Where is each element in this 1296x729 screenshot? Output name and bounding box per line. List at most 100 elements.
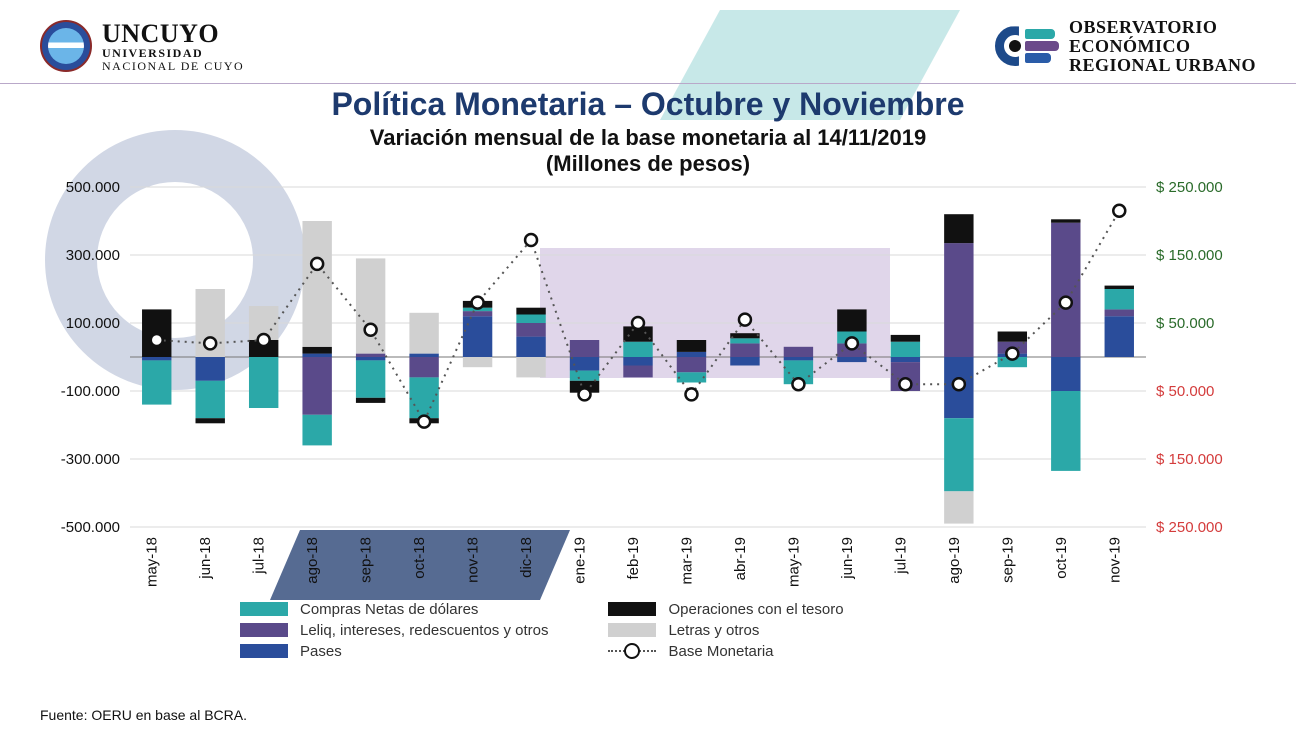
marker-base-monetaria: [685, 388, 697, 400]
bar-compras: [249, 357, 278, 408]
bar-tesoro: [677, 340, 706, 352]
legend-item-letras: Letras y otros: [608, 622, 843, 639]
bar-leliq: [623, 365, 652, 377]
y-right-tick-label: $ 250.000: [1156, 519, 1223, 536]
bar-pases: [1105, 316, 1134, 357]
legend-swatch-icon: [608, 602, 656, 616]
y-right-tick-label: $ 250.000: [1156, 179, 1223, 196]
category-label: jun-19: [839, 537, 856, 580]
bar-compras: [196, 380, 225, 417]
category-label: ago-18: [304, 537, 321, 584]
bar-compras: [516, 314, 545, 323]
marker-base-monetaria: [365, 323, 377, 335]
observatorio-mark-icon: [995, 24, 1059, 68]
bar-pases: [356, 357, 385, 360]
legend-label: Operaciones con el tesoro: [668, 601, 843, 618]
category-label: ago-19: [946, 537, 963, 584]
legend-swatch-icon: [240, 644, 288, 658]
marker-base-monetaria: [1006, 347, 1018, 359]
category-label: jun-18: [197, 537, 214, 580]
bar-compras: [944, 418, 973, 491]
bar-tesoro: [356, 397, 385, 402]
bar-leliq: [409, 357, 438, 377]
uncuyo-text: UNCUYO UNIVERSIDAD NACIONAL DE CUYO: [102, 20, 244, 72]
category-label: may-18: [144, 537, 161, 587]
marker-base-monetaria: [311, 258, 323, 270]
uncuyo-line3: NACIONAL DE CUYO: [102, 60, 244, 73]
bar-compras: [623, 341, 652, 356]
category-label: oct-18: [411, 537, 428, 579]
y-right-tick-label: $ 50.000: [1156, 315, 1214, 332]
y-right-tick-label: $ 150.000: [1156, 247, 1223, 264]
marker-base-monetaria: [418, 415, 430, 427]
bar-leliq: [730, 343, 759, 357]
observatorio-text: OBSERVATORIO ECONÓMICO REGIONAL URBANO: [1069, 18, 1256, 75]
bar-letras: [516, 357, 545, 377]
bar-leliq: [944, 243, 973, 357]
bar-compras: [891, 341, 920, 356]
main-chart: 500.000300.000100.000-100.000-300.000-50…: [40, 177, 1256, 597]
bar-tesoro: [302, 346, 331, 353]
bar-pases: [784, 357, 813, 360]
marker-base-monetaria: [1060, 296, 1072, 308]
bar-pases: [463, 316, 492, 357]
y-left-tick-label: -100.000: [61, 383, 120, 400]
logo-uncuyo: UNCUYO UNIVERSIDAD NACIONAL DE CUYO: [40, 20, 244, 72]
bar-compras: [1105, 289, 1134, 309]
legend-item-tesoro: Operaciones con el tesoro: [608, 601, 843, 618]
marker-base-monetaria: [792, 378, 804, 390]
y-left-tick-label: 100.000: [66, 315, 120, 332]
category-label: sep-18: [358, 537, 375, 583]
title-sub2: (Millones de pesos): [0, 151, 1296, 177]
category-label: mar-19: [678, 537, 695, 585]
bar-leliq: [570, 340, 599, 357]
legend-item-leliq: Leliq, intereses, redescuentos y otros: [240, 622, 548, 639]
bar-tesoro: [998, 331, 1027, 341]
bar-pases: [516, 336, 545, 356]
bar-leliq: [677, 357, 706, 372]
legend-col-1: Compras Netas de dólaresLeliq, intereses…: [240, 601, 548, 660]
chart-titles: Política Monetaria – Octubre y Noviembre…: [0, 84, 1296, 177]
bar-compras: [142, 360, 171, 404]
chart-container: 500.000300.000100.000-100.000-300.000-50…: [40, 177, 1256, 597]
category-label: feb-19: [625, 537, 642, 580]
uncuyo-line1: UNCUYO: [102, 20, 244, 47]
title-sub1: Variación mensual de la base monetaria a…: [0, 125, 1296, 151]
category-label: jul-19: [892, 537, 909, 575]
bar-leliq: [356, 353, 385, 356]
y-right-tick-label: $ 50.000: [1156, 383, 1214, 400]
marker-base-monetaria: [953, 378, 965, 390]
legend-item-base: Base Monetaria: [608, 643, 843, 660]
marker-base-monetaria: [151, 334, 163, 346]
obs-line3: REGIONAL URBANO: [1069, 56, 1256, 75]
legend-label: Pases: [300, 643, 342, 660]
legend-swatch-icon: [240, 623, 288, 637]
marker-base-monetaria: [472, 296, 484, 308]
y-left-tick-label: 300.000: [66, 247, 120, 264]
bar-pases: [196, 357, 225, 381]
header: UNCUYO UNIVERSIDAD NACIONAL DE CUYO OBSE…: [0, 0, 1296, 84]
marker-base-monetaria: [579, 388, 591, 400]
y-left-tick-label: 500.000: [66, 179, 120, 196]
obs-bar-3: [1025, 53, 1051, 63]
category-label: dic-18: [518, 537, 535, 578]
bar-tesoro: [730, 333, 759, 338]
category-label: ene-19: [572, 537, 589, 584]
marker-base-monetaria: [258, 334, 270, 346]
obs-line2: ECONÓMICO: [1069, 37, 1256, 56]
bar-leliq: [784, 346, 813, 356]
marker-base-monetaria: [632, 317, 644, 329]
bar-letras: [302, 221, 331, 347]
marker-base-monetaria: [899, 378, 911, 390]
bar-compras: [302, 414, 331, 445]
category-label: jul-18: [251, 537, 268, 575]
bar-tesoro: [1051, 219, 1080, 222]
title-main: Política Monetaria – Octubre y Noviembre: [0, 86, 1296, 123]
bar-leliq: [516, 323, 545, 337]
category-label: oct-19: [1053, 537, 1070, 579]
legend-label: Leliq, intereses, redescuentos y otros: [300, 622, 548, 639]
category-label: sep-19: [999, 537, 1016, 583]
bar-compras: [730, 338, 759, 343]
legend-swatch-icon: [608, 623, 656, 637]
y-right-tick-label: $ 150.000: [1156, 451, 1223, 468]
